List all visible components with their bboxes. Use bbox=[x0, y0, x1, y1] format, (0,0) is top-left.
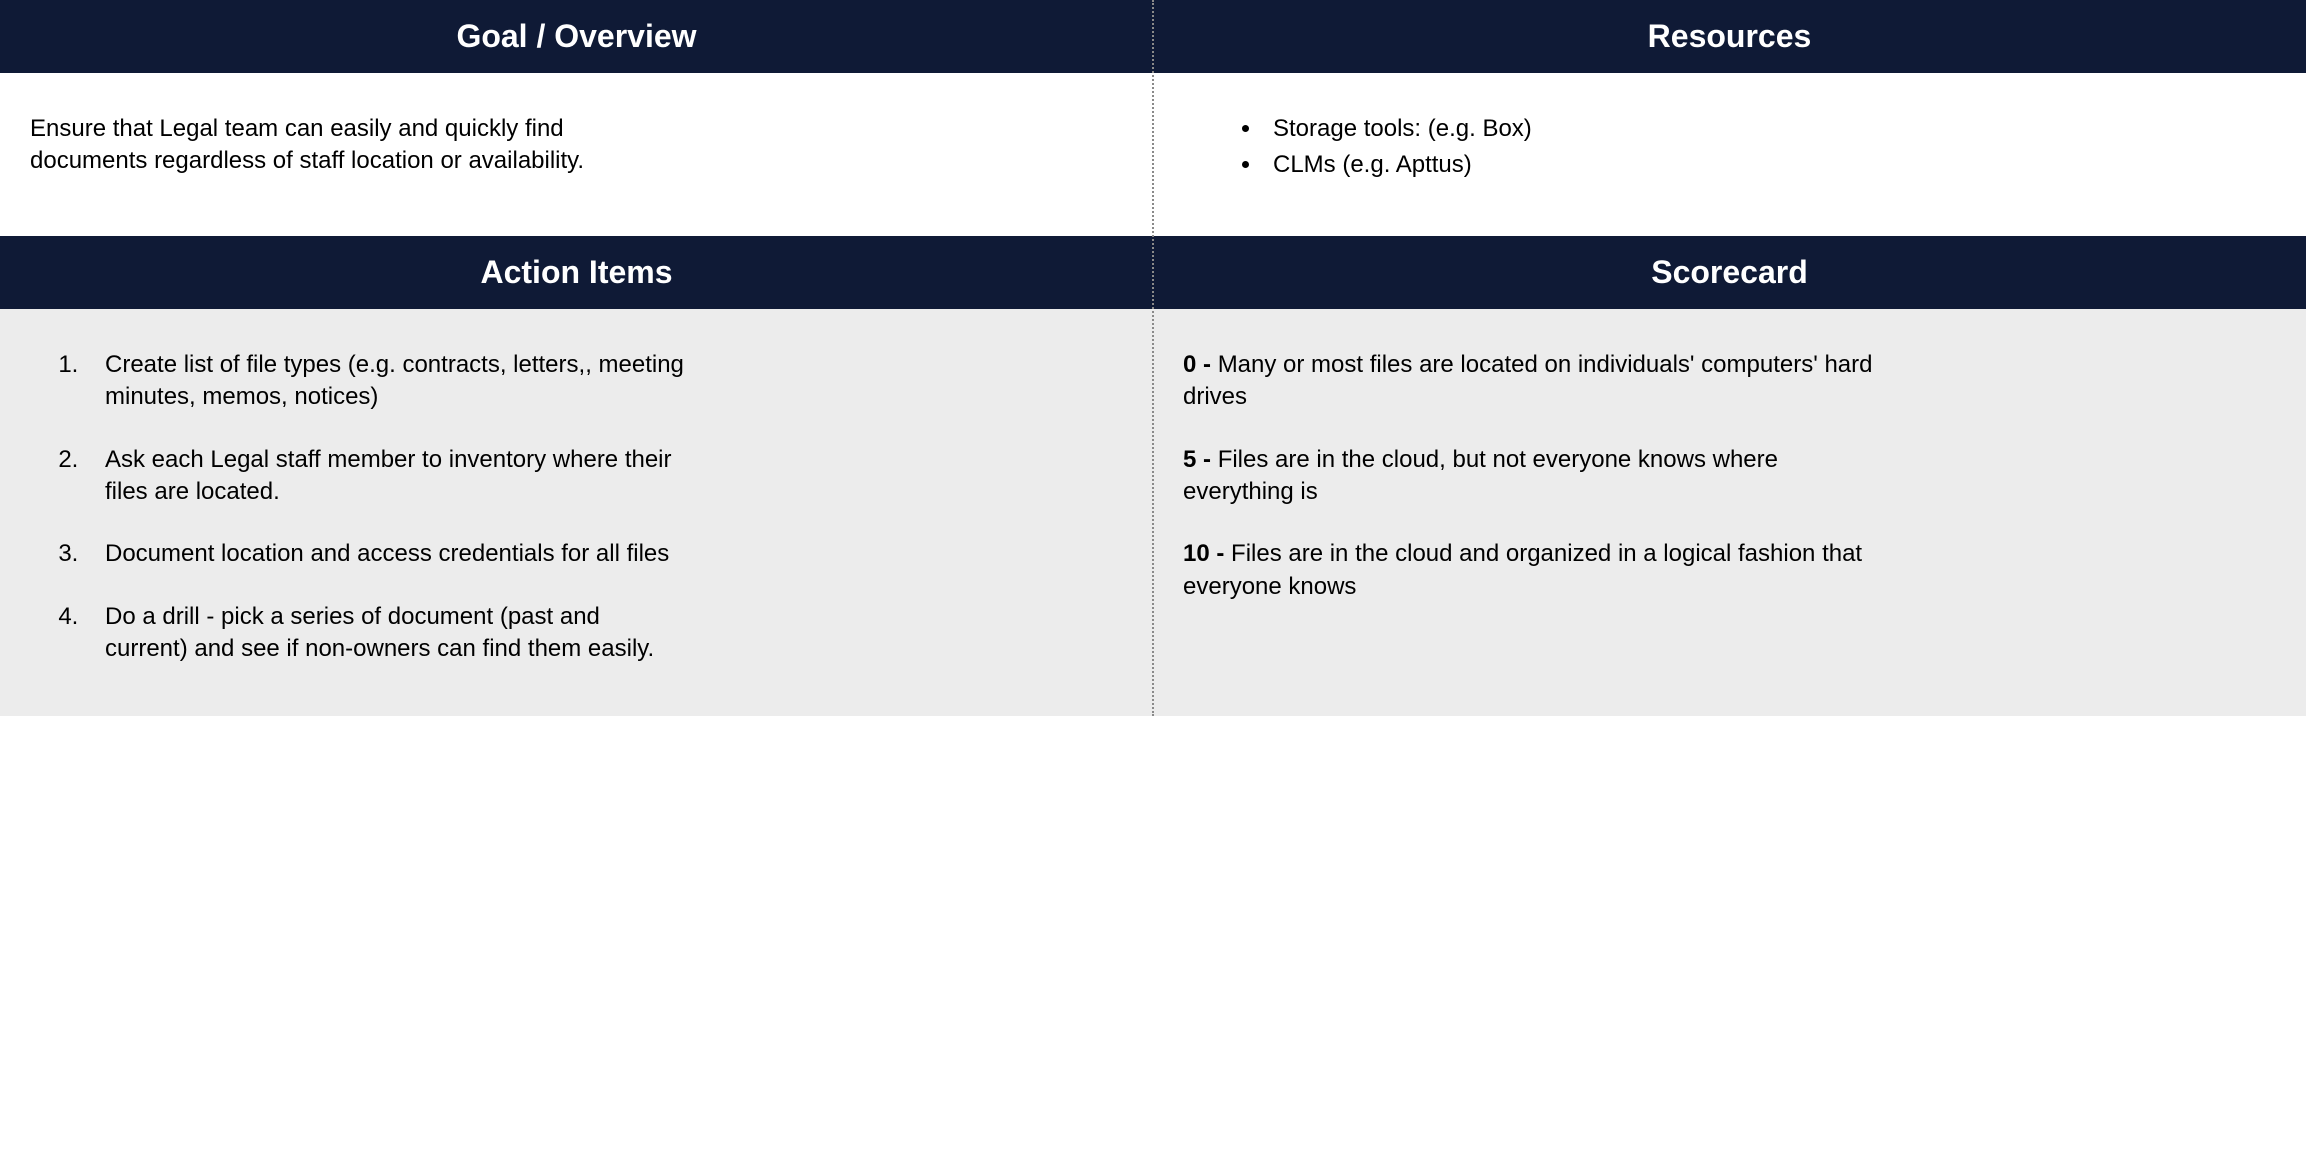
goal-text: Ensure that Legal team can easily and qu… bbox=[30, 113, 670, 178]
list-item: Ask each Legal staff member to inventory… bbox=[85, 444, 685, 509]
scorecard-content: 0 - Many or most files are located on in… bbox=[1153, 309, 2306, 716]
list-item: Storage tools: (e.g. Box) bbox=[1263, 113, 2276, 145]
list-item: Create list of file types (e.g. contract… bbox=[85, 349, 685, 414]
score-text: Files are in the cloud, but not everyone… bbox=[1183, 446, 1778, 505]
score-value: 10 bbox=[1183, 540, 1210, 567]
action-items-list: Create list of file types (e.g. contract… bbox=[30, 349, 1123, 666]
score-value: 5 bbox=[1183, 446, 1196, 473]
resources-content: Storage tools: (e.g. Box) CLMs (e.g. Apt… bbox=[1153, 73, 2306, 236]
score-text: Many or most files are located on indivi… bbox=[1183, 351, 1873, 410]
score-text: Files are in the cloud and organized in … bbox=[1183, 540, 1862, 599]
goal-header: Goal / Overview bbox=[0, 0, 1153, 73]
resources-list: Storage tools: (e.g. Box) CLMs (e.g. Apt… bbox=[1183, 113, 2276, 182]
score-value: 0 bbox=[1183, 351, 1196, 378]
score-item: 10 - Files are in the cloud and organize… bbox=[1183, 538, 1883, 603]
score-item: 5 - Files are in the cloud, but not ever… bbox=[1183, 444, 1883, 509]
list-item: Document location and access credentials… bbox=[85, 538, 685, 570]
list-item: CLMs (e.g. Apttus) bbox=[1263, 149, 2276, 181]
action-items-header: Action Items bbox=[0, 236, 1153, 309]
action-items-content: Create list of file types (e.g. contract… bbox=[0, 309, 1153, 716]
resources-header: Resources bbox=[1153, 0, 2306, 73]
list-item: Do a drill - pick a series of document (… bbox=[85, 601, 685, 666]
goal-content: Ensure that Legal team can easily and qu… bbox=[0, 73, 1153, 236]
score-item: 0 - Many or most files are located on in… bbox=[1183, 349, 1883, 414]
quadrant-grid: Goal / Overview Resources Ensure that Le… bbox=[0, 0, 2306, 716]
scorecard-header: Scorecard bbox=[1153, 236, 2306, 309]
